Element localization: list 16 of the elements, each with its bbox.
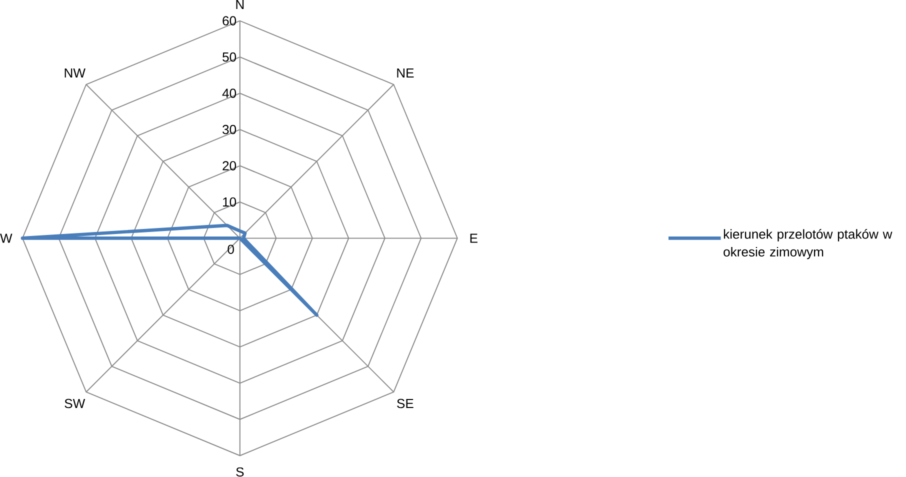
spoke-label: SE (397, 399, 414, 408)
spoke-label: W (0, 234, 12, 243)
y-tick-label: 60 (222, 16, 236, 26)
y-tick-label: 0 (228, 244, 234, 254)
spoke-label: SW (64, 399, 86, 408)
y-tick-label: 10 (223, 198, 236, 207)
legend-label: kierunek przelotów ptaków w okresie zimowym (724, 229, 892, 260)
spoke-label: N (236, 0, 244, 10)
spoke-label: NW (64, 68, 86, 78)
y-tick-label: 50 (222, 52, 236, 62)
y-tick-label: 20 (222, 161, 236, 171)
spoke-label: E (470, 234, 478, 243)
spoke-label: S (236, 468, 244, 477)
y-tick-label: 40 (222, 88, 236, 98)
spoke-label: NE (397, 68, 414, 78)
y-tick-label: 30 (222, 125, 236, 134)
